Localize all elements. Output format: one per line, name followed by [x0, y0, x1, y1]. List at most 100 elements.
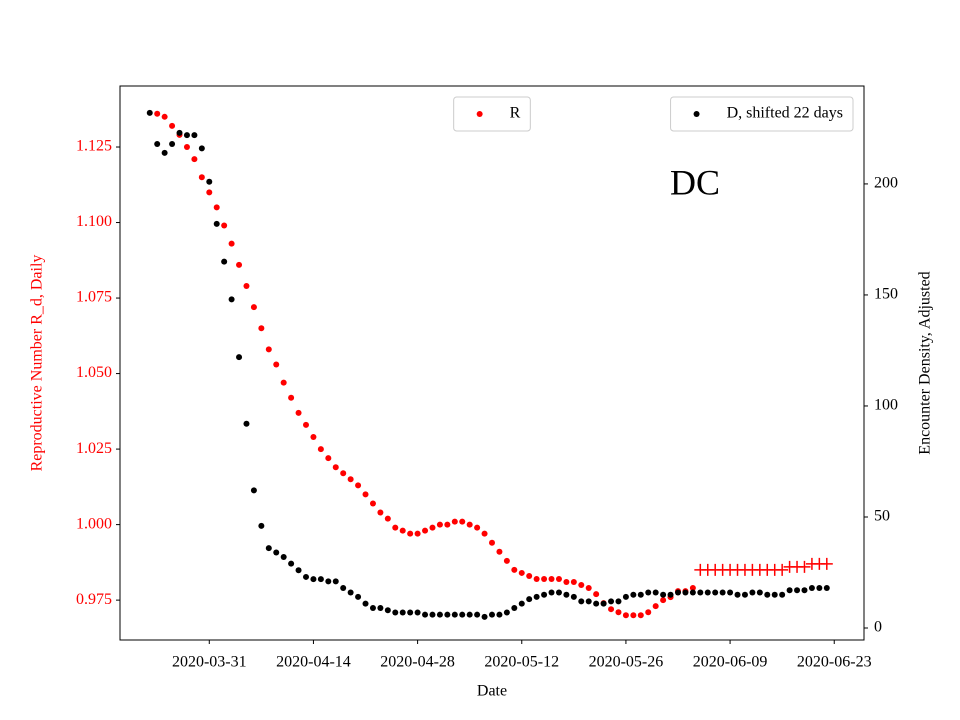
point — [563, 579, 570, 586]
legend: R — [453, 96, 531, 132]
point — [369, 500, 376, 507]
point — [213, 204, 220, 211]
point — [667, 591, 674, 598]
x-tick-label: 2020-03-31 — [172, 654, 247, 671]
point — [206, 178, 213, 185]
point — [526, 596, 533, 603]
x-tick-label: 2020-04-14 — [276, 654, 351, 671]
point — [325, 455, 332, 462]
point — [474, 611, 481, 618]
point — [183, 144, 190, 151]
legend-label: D, shifted 22 days — [727, 105, 843, 122]
point — [570, 593, 577, 600]
point — [221, 222, 228, 229]
point — [689, 585, 696, 592]
legend-label: R — [510, 105, 521, 122]
point — [823, 585, 830, 592]
point — [794, 587, 801, 594]
point — [786, 587, 793, 594]
point — [384, 515, 391, 522]
point — [734, 591, 741, 598]
point — [541, 575, 548, 582]
point — [645, 589, 652, 596]
point — [444, 521, 451, 528]
plus-marker — [776, 563, 789, 576]
point — [600, 600, 607, 607]
point — [377, 509, 384, 516]
point — [756, 589, 763, 596]
legend-box — [453, 96, 531, 132]
point — [436, 521, 443, 528]
point — [265, 346, 272, 353]
y2-axis-label: Encounter Density, Adjusted — [917, 271, 934, 454]
plus-marker — [798, 560, 811, 573]
x-tick-label: 2020-04-28 — [380, 654, 455, 671]
point — [563, 591, 570, 598]
point — [466, 611, 473, 618]
y-tick-label: 1.100 — [76, 213, 112, 230]
point — [622, 612, 629, 619]
point — [555, 589, 562, 596]
point — [303, 421, 309, 428]
point — [615, 598, 622, 605]
point — [392, 609, 399, 616]
point — [518, 600, 525, 607]
point — [176, 129, 183, 136]
y2-tick-label: 50 — [874, 508, 890, 525]
point — [347, 589, 354, 596]
point — [451, 518, 458, 525]
point — [749, 589, 756, 596]
point — [317, 446, 324, 453]
point — [243, 420, 250, 427]
point — [444, 611, 451, 618]
point — [645, 609, 652, 616]
point — [704, 589, 711, 596]
point — [377, 605, 384, 612]
point — [243, 282, 250, 289]
point — [489, 611, 495, 618]
point — [555, 575, 562, 582]
legend-box — [670, 96, 854, 132]
point — [332, 578, 339, 585]
point — [608, 606, 615, 613]
point — [429, 611, 436, 618]
point — [407, 530, 414, 537]
point — [288, 560, 295, 567]
point — [652, 589, 659, 596]
point — [325, 578, 332, 585]
point — [816, 585, 823, 592]
y-tick-label: 1.025 — [76, 440, 112, 457]
point — [258, 522, 265, 529]
point — [183, 132, 190, 139]
point — [503, 609, 510, 616]
x-tick-label: 2020-06-23 — [797, 654, 872, 671]
y-tick-label: 1.000 — [76, 515, 112, 532]
point — [541, 591, 548, 598]
point — [526, 572, 533, 579]
point — [161, 149, 168, 156]
point — [630, 612, 637, 619]
point — [518, 569, 525, 576]
point — [459, 611, 466, 618]
point — [146, 109, 153, 116]
point — [250, 487, 257, 494]
point — [570, 579, 577, 586]
x-tick-label: 2020-06-09 — [693, 654, 768, 671]
point — [578, 598, 585, 605]
point — [191, 132, 198, 139]
point — [637, 612, 644, 619]
point — [332, 464, 339, 471]
point — [273, 361, 280, 368]
point — [265, 545, 272, 552]
legend: D, shifted 22 days — [670, 96, 854, 132]
point — [436, 611, 443, 618]
point — [630, 591, 637, 598]
point — [303, 573, 309, 580]
point — [399, 609, 406, 616]
point — [310, 576, 317, 583]
point — [637, 591, 644, 598]
point — [198, 174, 205, 181]
plus-marker — [820, 557, 833, 570]
point — [585, 585, 592, 592]
